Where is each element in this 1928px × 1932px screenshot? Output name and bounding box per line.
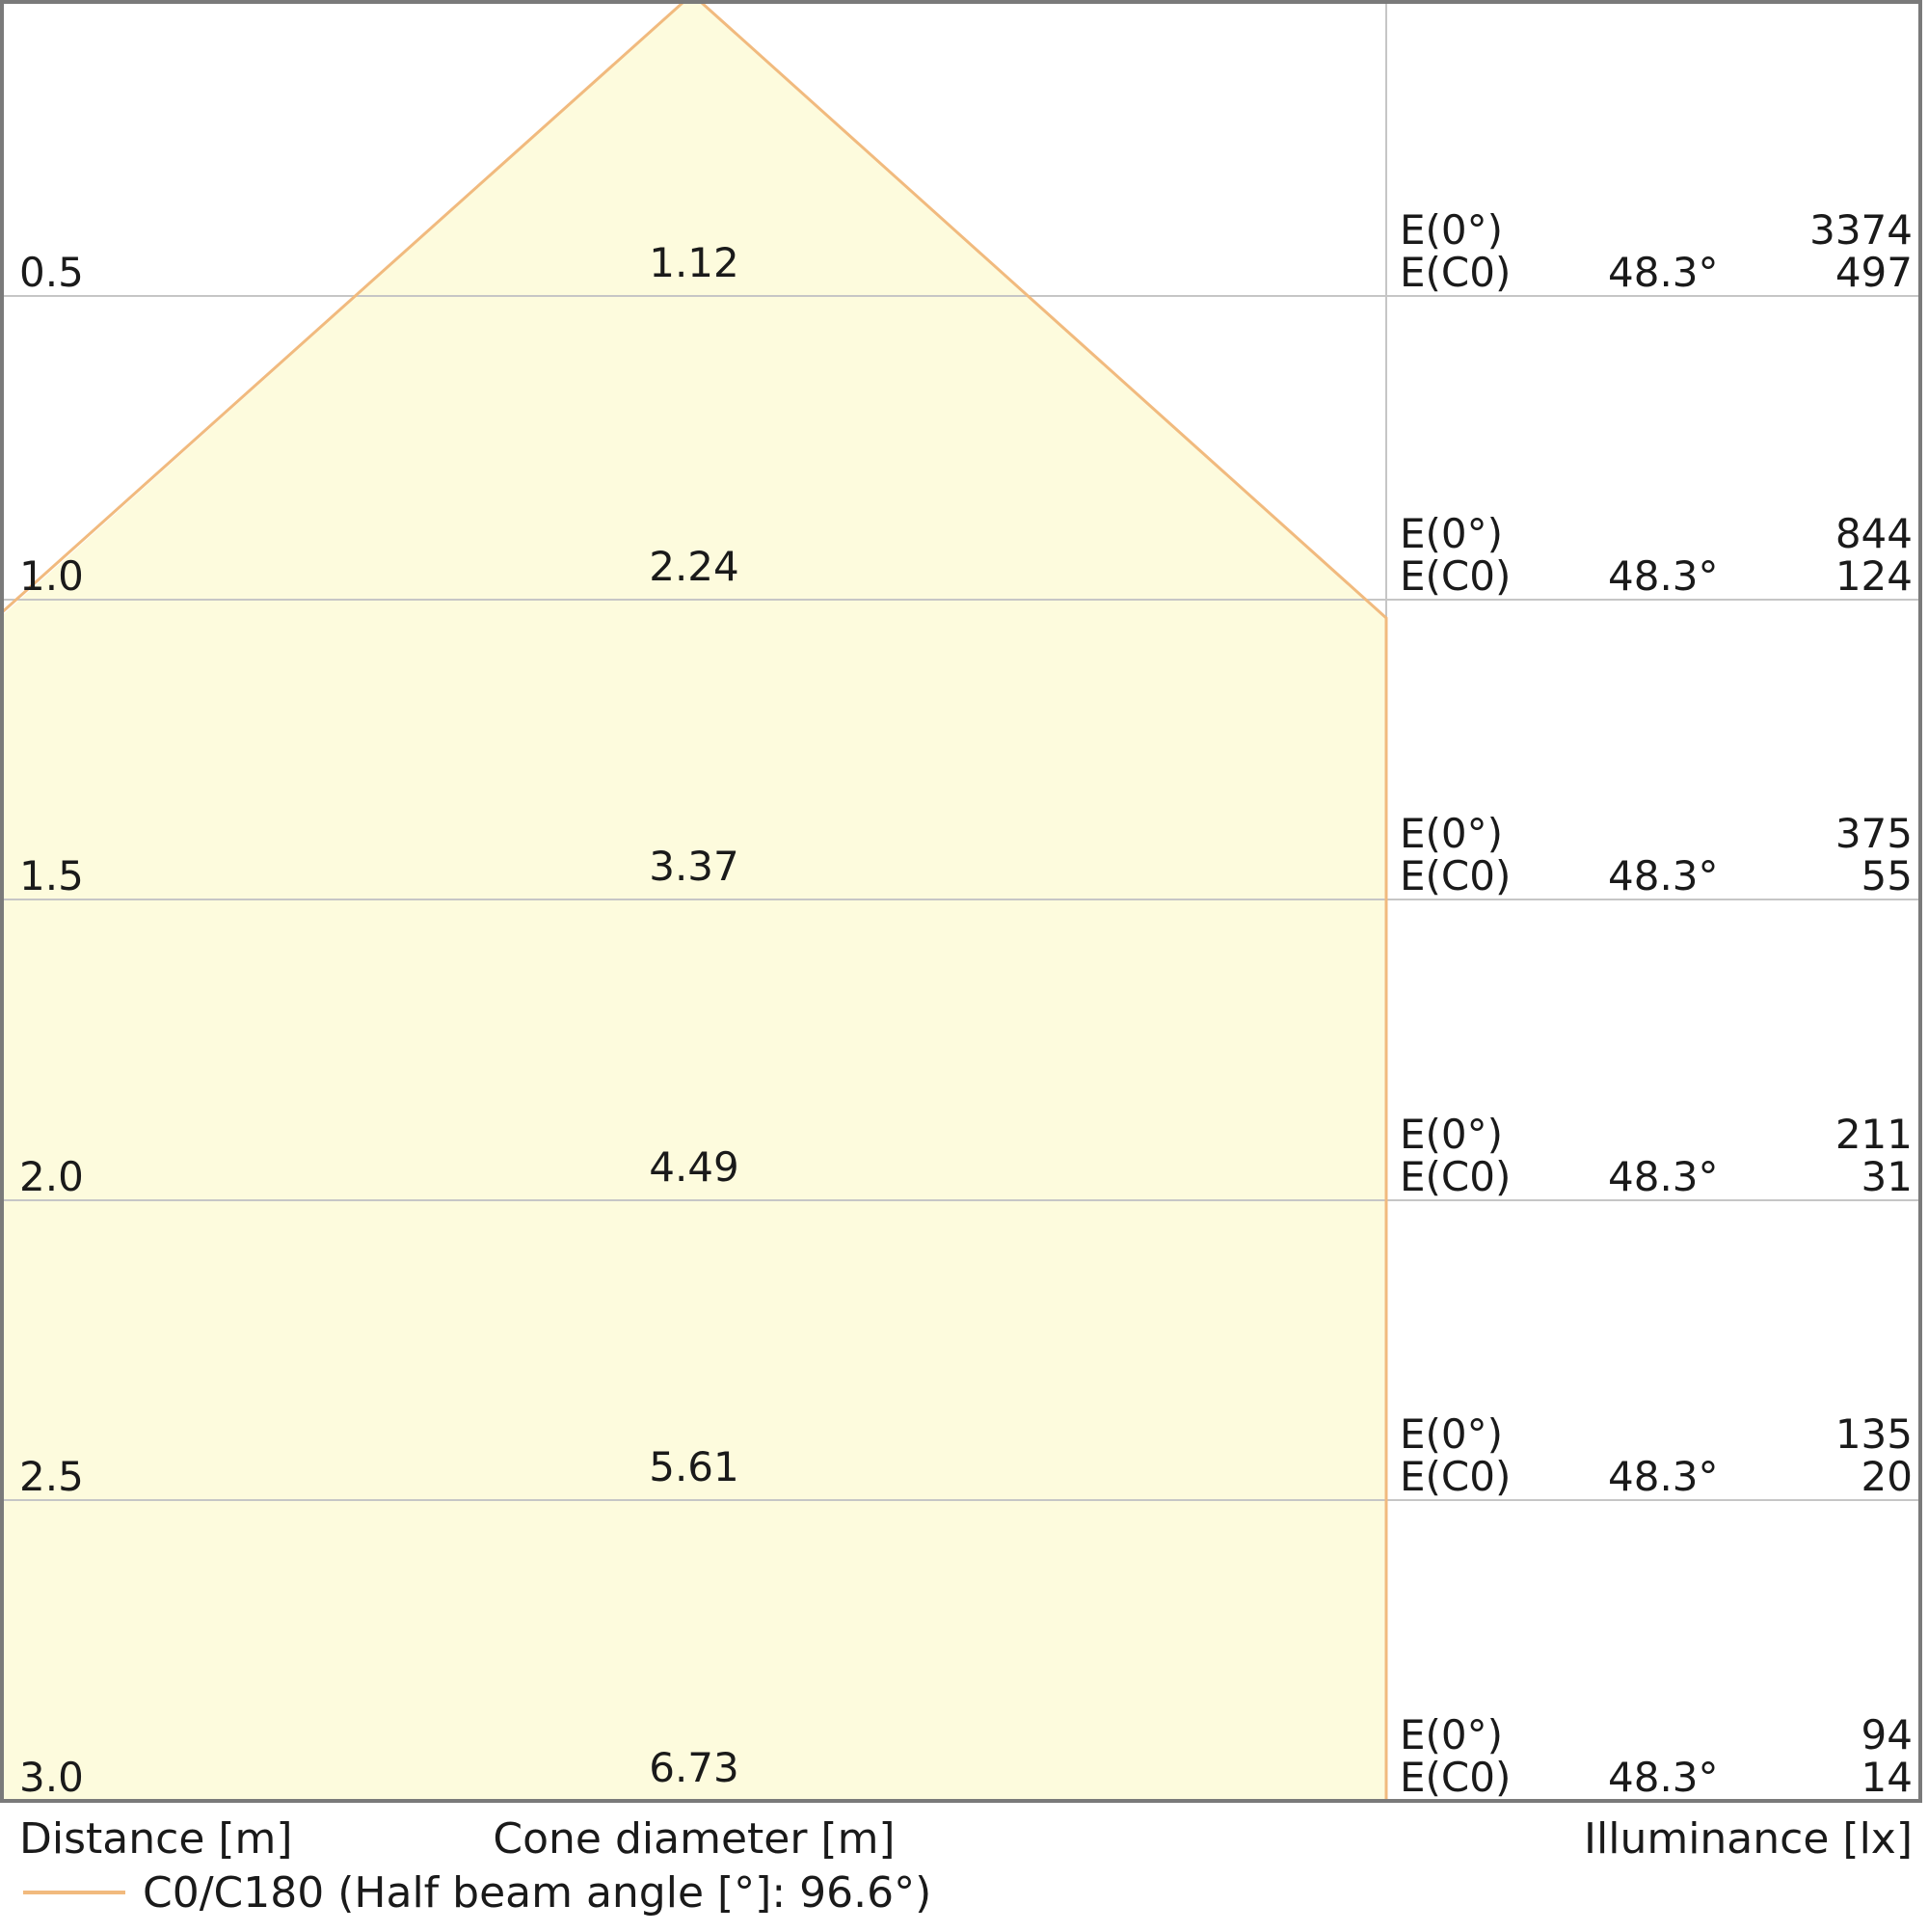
ec0-angle: 48.3° <box>1608 249 1719 296</box>
distance-axis-label: Distance [m] <box>19 1814 293 1864</box>
legend-label: C0/C180 (Half beam angle [°]: 96.6°) <box>143 1868 931 1918</box>
e0-value: 211 <box>1835 1111 1913 1158</box>
ec0-label: E(C0) <box>1400 552 1511 600</box>
distance-label: 0.5 <box>19 249 84 296</box>
ec0-label: E(C0) <box>1400 1754 1511 1801</box>
cone-diameter-value: 5.61 <box>649 1443 739 1490</box>
ec0-angle: 48.3° <box>1608 1453 1719 1500</box>
cone-diameter-value: 2.24 <box>649 543 739 590</box>
illuminance-axis-label: Illuminance [lx] <box>1584 1814 1913 1864</box>
ec0-value: 497 <box>1835 249 1913 296</box>
distance-label: 3.0 <box>19 1754 84 1801</box>
ec0-label: E(C0) <box>1400 1453 1511 1500</box>
cone-diameter-value: 4.49 <box>649 1143 739 1191</box>
distance-label: 1.5 <box>19 852 84 899</box>
ec0-angle: 48.3° <box>1608 852 1719 899</box>
ec0-value: 20 <box>1861 1453 1913 1500</box>
distance-label: 1.0 <box>19 552 84 600</box>
e0-value: 135 <box>1835 1410 1913 1458</box>
ec0-value: 124 <box>1835 552 1913 600</box>
cone-diameter-value: 6.73 <box>649 1744 739 1791</box>
ec0-label: E(C0) <box>1400 1153 1511 1200</box>
cone-diameter-value: 1.12 <box>649 239 739 286</box>
e0-value: 844 <box>1835 510 1913 557</box>
ec0-value: 31 <box>1861 1153 1913 1200</box>
e0-label: E(0°) <box>1400 1711 1503 1758</box>
cone-outline <box>0 0 1388 1799</box>
e0-value: 94 <box>1861 1711 1913 1758</box>
ec0-value: 55 <box>1861 852 1913 899</box>
e0-label: E(0°) <box>1400 810 1503 857</box>
distance-label: 2.5 <box>19 1453 84 1500</box>
ec0-label: E(C0) <box>1400 249 1511 296</box>
cone-diameter-axis-label: Cone diameter [m] <box>493 1814 895 1864</box>
ec0-angle: 48.3° <box>1608 1754 1719 1801</box>
cone-diameter-value: 3.37 <box>649 843 739 890</box>
distance-label: 2.0 <box>19 1153 84 1200</box>
ec0-label: E(C0) <box>1400 852 1511 899</box>
e0-value: 3374 <box>1809 206 1913 254</box>
e0-label: E(0°) <box>1400 206 1503 254</box>
chart-border <box>0 0 1922 1803</box>
ec0-angle: 48.3° <box>1608 1153 1719 1200</box>
e0-value: 375 <box>1835 810 1913 857</box>
e0-label: E(0°) <box>1400 1111 1503 1158</box>
e0-label: E(0°) <box>1400 1410 1503 1458</box>
ec0-angle: 48.3° <box>1608 552 1719 600</box>
e0-label: E(0°) <box>1400 510 1503 557</box>
ec0-value: 14 <box>1861 1754 1913 1801</box>
